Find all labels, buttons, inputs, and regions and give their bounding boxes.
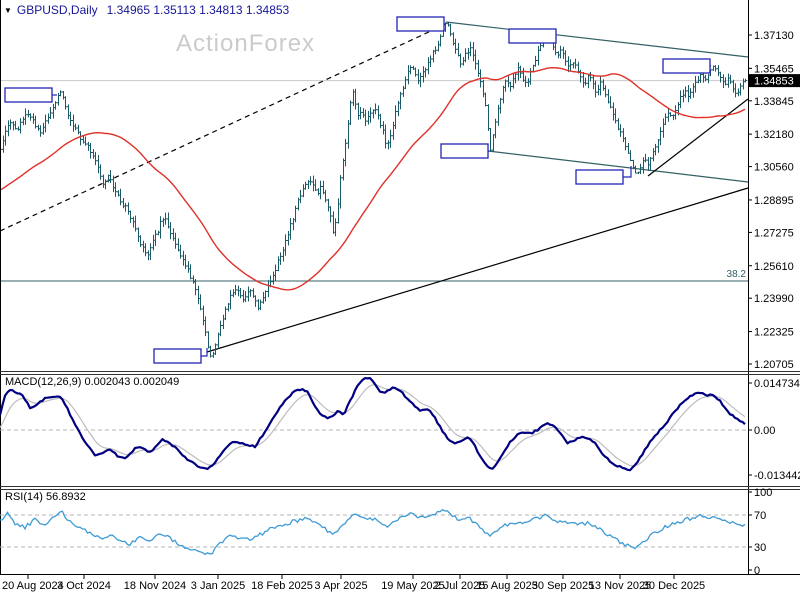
macd-axis-label: 0.014734 <box>754 378 800 390</box>
price-tag-box <box>153 348 202 364</box>
price-tag <box>396 16 446 32</box>
price-bars <box>0 22 746 358</box>
trendline-4 <box>206 187 749 353</box>
date-axis-label: 15 Aug 2025 <box>476 580 538 592</box>
date-axis-label: 13 Nov 2025 <box>589 580 651 592</box>
current-price-box <box>749 74 800 88</box>
macd-axis-label: -0.013442 <box>754 470 800 482</box>
price-tag <box>508 28 557 44</box>
price-axis-label: 1.22325 <box>754 327 794 339</box>
macd-indicator-label: MACD(12,26,9) 0.002043 0.002049 <box>5 376 180 388</box>
current-price-label: 1.34853 <box>754 76 794 88</box>
price-tag <box>4 87 57 103</box>
price-tag <box>662 58 711 74</box>
trendline-5 <box>647 98 749 177</box>
price-tag-box <box>396 16 445 32</box>
price-axis-label: 1.30560 <box>754 162 794 174</box>
date-axis-label: 3 Oct 2024 <box>57 580 111 592</box>
price-tag-connector <box>623 166 632 178</box>
date-axis-label: 30 Sep 2025 <box>532 580 594 592</box>
date-axis-label: 18 Feb 2025 <box>251 580 313 592</box>
date-axis-label: 3 Apr 2025 <box>314 580 367 592</box>
trendline-1 <box>0 23 447 232</box>
date-axis-label: 3 Jan 2025 <box>191 580 245 592</box>
macd-main-line <box>0 377 746 472</box>
moving-average-line <box>0 67 746 291</box>
price-tag <box>440 143 489 159</box>
macd-signal-line <box>0 384 746 467</box>
date-axis-label: 18 Nov 2024 <box>124 580 186 592</box>
price-tag-connector <box>201 348 208 357</box>
symbol-dropdown-icon[interactable]: ▼ <box>4 6 12 15</box>
price-axis-label: 1.25610 <box>754 261 794 273</box>
price-axis-label: 1.20705 <box>754 359 794 371</box>
rsi-axis-label: 100 <box>754 487 772 499</box>
rsi-line <box>0 508 746 556</box>
price-tag-box <box>508 28 557 44</box>
price-axis-label: 1.28895 <box>754 195 794 207</box>
date-axis-label: 19 May 2025 <box>381 580 445 592</box>
macd-axis-label: 0.00 <box>754 425 775 437</box>
price-tag-box <box>440 143 489 159</box>
fib-382-label: 38.2 <box>727 269 747 280</box>
price-axis-label: 1.33845 <box>754 96 794 108</box>
date-axis-label: 2 Jul 2025 <box>435 580 486 592</box>
price-axis-label: 1.27275 <box>754 227 794 239</box>
price-axis-label: 1.37130 <box>754 30 794 42</box>
price-tag-box <box>662 58 711 74</box>
price-tag-box <box>575 169 624 185</box>
ohlc-values: 1.34965 1.35113 1.34813 1.34853 <box>106 3 290 17</box>
rsi-indicator-label: RSI(14) 56.8932 <box>5 491 86 503</box>
price-tag-box <box>4 87 53 103</box>
trendline-2 <box>445 21 749 58</box>
trendline-3 <box>487 150 749 183</box>
price-bar-ticks <box>0 23 748 357</box>
watermark: ActionForex <box>176 30 316 57</box>
rsi-axis-label: 30 <box>754 542 766 554</box>
price-tag <box>153 348 208 364</box>
rsi-axis-label: 70 <box>754 510 766 522</box>
price-axis-label: 1.23990 <box>754 293 794 305</box>
price-axis-label: 1.35465 <box>754 63 794 75</box>
date-axis-label: 30 Dec 2025 <box>643 580 705 592</box>
date-axis-label: 20 Aug 2024 <box>2 580 64 592</box>
price-tag <box>575 166 632 185</box>
price-axis-label: 1.32180 <box>754 129 794 141</box>
rsi-axis-label: 0 <box>754 565 760 577</box>
chart-title: ▼ GBPUSD,Daily 1.34965 1.35113 1.34813 1.3… <box>4 3 289 17</box>
symbol-period-label: GBPUSD,Daily <box>16 3 98 17</box>
